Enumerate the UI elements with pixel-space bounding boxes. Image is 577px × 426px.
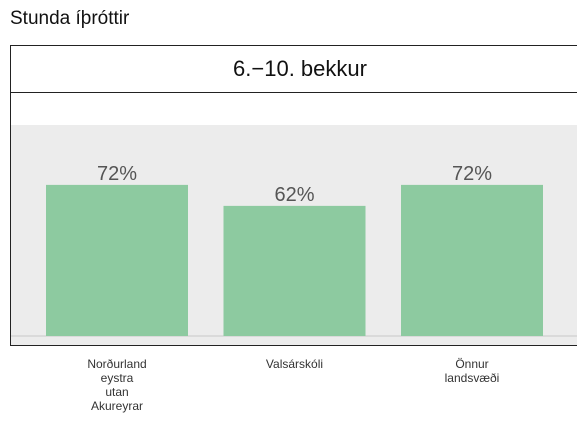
x-tick-label: Önnur landsvæði: [444, 357, 500, 385]
x-tick-label: Valsárskóli: [265, 357, 324, 371]
data-label: 72%: [452, 163, 492, 185]
bar: [46, 184, 188, 336]
bar: [223, 205, 366, 336]
bar: [401, 184, 543, 336]
data-label: 62%: [274, 184, 314, 206]
x-tick-label: Norðurland eystra utan Akureyrar: [87, 357, 147, 413]
data-label: 72%: [97, 163, 137, 185]
facet-strip-label: 6.−10. bekkur: [11, 46, 577, 93]
page-title: Stunda íþróttir: [10, 8, 130, 29]
